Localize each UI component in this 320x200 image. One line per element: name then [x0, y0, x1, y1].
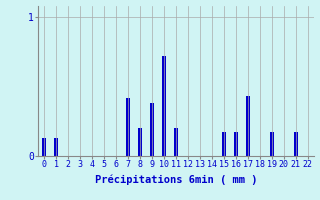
Bar	[126, 98, 130, 156]
Bar	[222, 132, 226, 156]
Bar	[150, 103, 154, 156]
Bar	[270, 132, 274, 156]
X-axis label: Précipitations 6min ( mm ): Précipitations 6min ( mm )	[95, 175, 257, 185]
Bar	[138, 128, 142, 156]
Bar	[54, 138, 59, 156]
Bar	[42, 138, 46, 156]
Bar	[234, 132, 238, 156]
Bar	[293, 132, 298, 156]
Bar	[162, 56, 166, 156]
Bar	[174, 128, 178, 156]
Bar	[246, 96, 250, 156]
